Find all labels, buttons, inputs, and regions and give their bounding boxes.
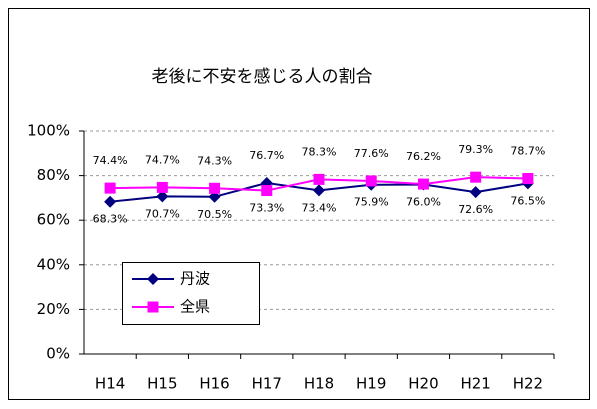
value-label: 74.7%	[145, 153, 180, 166]
value-label: 75.9%	[354, 196, 389, 209]
data-point	[417, 178, 429, 190]
legend-label: 全県	[180, 298, 210, 316]
x-tick-label: H18	[304, 375, 334, 393]
value-label: 78.7%	[510, 144, 545, 157]
value-label: 70.7%	[145, 207, 180, 220]
data-point	[156, 190, 169, 203]
y-tick-label: 80%	[37, 166, 70, 184]
x-tick-label: H17	[252, 375, 282, 393]
x-tick-label: H22	[513, 375, 543, 393]
value-label: 70.5%	[197, 208, 232, 221]
x-tick-label: H20	[408, 375, 438, 393]
value-label: 74.4%	[93, 154, 128, 167]
x-tick-label: H19	[356, 375, 386, 393]
y-tick-label: 40%	[37, 255, 70, 273]
chart-frame	[8, 8, 590, 400]
legend-label: 丹波	[180, 270, 210, 288]
legend-box	[122, 262, 260, 325]
legend-marker	[147, 273, 159, 285]
data-point	[156, 181, 168, 193]
value-label: 76.5%	[510, 194, 545, 207]
value-label: 68.3%	[93, 213, 128, 226]
value-label: 79.3%	[458, 143, 493, 156]
data-point	[522, 172, 534, 184]
data-point	[209, 182, 221, 194]
y-tick-label: 20%	[37, 300, 70, 318]
data-point	[470, 171, 482, 183]
value-label: 77.6%	[354, 147, 389, 160]
data-point	[104, 195, 117, 208]
data-point	[469, 186, 482, 199]
data-point	[261, 185, 273, 197]
x-tick-label: H15	[147, 375, 177, 393]
value-label: 76.7%	[249, 149, 284, 162]
value-label: 76.2%	[406, 150, 441, 163]
value-label: 72.6%	[458, 203, 493, 216]
value-label: 76.0%	[406, 196, 441, 209]
data-point	[104, 182, 116, 194]
y-tick-label: 100%	[27, 122, 70, 140]
value-label: 74.3%	[197, 154, 232, 167]
y-tick-label: 60%	[37, 211, 70, 229]
x-tick-label: H14	[95, 375, 125, 393]
chart-title: 老後に不安を感じる人の割合	[152, 67, 373, 87]
value-label: 78.3%	[302, 145, 337, 158]
y-tick-label: 0%	[46, 345, 70, 363]
legend-marker	[147, 301, 159, 313]
x-tick-label: H21	[460, 375, 490, 393]
value-label: 73.4%	[302, 201, 337, 214]
data-point	[365, 175, 377, 187]
data-point	[313, 173, 325, 185]
x-tick-label: H16	[199, 375, 229, 393]
data-point	[313, 184, 325, 197]
value-label: 73.3%	[249, 202, 284, 215]
